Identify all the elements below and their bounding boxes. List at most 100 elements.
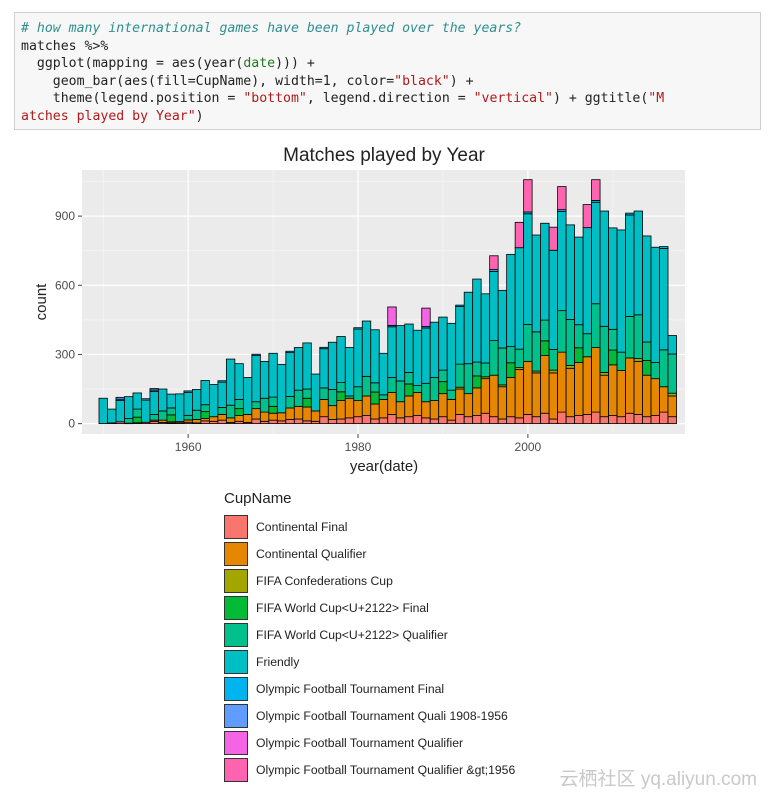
bar-segment [565,224,575,320]
bar-segment [557,186,567,211]
bar-segment [531,416,542,425]
bar-segment [395,417,406,425]
bar-segment [650,362,660,380]
bar-segment [217,381,227,408]
code-cell[interactable]: # how many international games have been… [14,12,761,130]
bar-segment [370,418,380,425]
bar-segment [404,323,414,373]
bar-segment [225,358,236,406]
bar-segment [608,227,618,330]
bar-segment [149,390,159,415]
code-line: atches played by Year") [21,108,754,126]
bar-segment [327,341,338,390]
bar-segment [268,412,278,421]
bar-segment [659,411,669,425]
bar-segment [183,390,193,393]
bar-segment [574,362,584,416]
bar-segment [599,372,609,376]
bar-segment [565,367,575,418]
bar-segment [497,347,508,386]
bar-segment [455,306,465,365]
bar-segment [633,358,643,362]
bar-segment [234,399,244,410]
code-line: # how many international games have been… [21,20,754,38]
bar-segment [463,416,474,425]
bar-segment [455,304,465,307]
y-tick-label: 0 [68,417,75,431]
bar-segment [438,381,448,395]
bar-segment [200,420,210,425]
bar-segment [506,362,516,378]
bar-segment [217,407,227,415]
bar-segment [285,407,295,420]
legend-swatch [224,595,248,620]
bar-segment [276,420,287,425]
code-token: "bottom" [243,91,307,107]
bar-segment [591,201,601,305]
y-tick-label: 300 [55,347,75,361]
code-line: theme(legend.position = "bottom", legend… [21,90,754,108]
bar-segment [234,408,244,416]
chart-title: Matches played by Year [283,145,485,166]
legend-swatch [224,731,248,756]
bar-segment [523,360,533,415]
bar-segment [370,391,380,405]
bar-segment [514,417,525,425]
bar-segment [574,415,584,425]
bar-segment [285,419,295,425]
bar-segment [404,372,414,385]
bar-segment [336,336,346,383]
bar-segment [412,415,423,425]
bar-segment [582,204,592,229]
bar-segment [480,362,491,378]
legend-swatch [224,541,248,566]
bar-segment [608,328,618,351]
bar-segment [192,389,202,411]
x-tick-label: 1960 [175,440,202,454]
bar-segment [548,372,559,420]
legend-label: FIFA Confederations Cup [256,573,393,588]
bar-segment [344,397,355,419]
legend-label: Continental Final [256,519,348,534]
code-token: matches %>% [21,38,109,54]
legend-swatch [224,622,248,647]
bar-segment [582,333,592,358]
legend-label: Olympic Football Tournament Final [256,682,445,697]
code-line: geom_bar(aes(fill=CupName), width=1, col… [21,73,754,91]
bar-segment [667,392,677,397]
bar-segment [149,388,159,391]
bar-segment [523,414,533,425]
bar-segment [183,414,193,421]
bar-segment [327,419,338,425]
bar-segment [310,373,321,412]
bar-segment [353,416,363,425]
bar-segment [557,211,567,312]
bar-segment [319,387,329,400]
bar-segment [175,393,185,422]
bar-segment [616,351,626,371]
bar-segment [472,375,482,389]
code-token: date [243,56,276,72]
bar-segment [514,221,525,249]
bar-segment [642,416,652,425]
bar-segment [650,378,660,416]
bar-layer [98,179,677,425]
legend-swatch [224,650,248,675]
bar-segment [659,246,669,249]
bar-segment [200,404,210,413]
bar-segment [225,417,236,423]
bar-segment [446,399,457,421]
legend-label: Olympic Football Tournament Qualifier &g… [256,763,516,778]
bar-segment [353,327,363,330]
bar-segment [132,392,142,410]
bar-segment [565,319,575,366]
bar-segment [489,340,499,376]
bar-segment [540,412,550,425]
code-token: geom_bar(aes(fill=CupName), width=1, col… [21,73,395,89]
bar-segment [208,416,219,422]
bar-segment [302,397,312,408]
legend-label: Continental Qualifier [256,546,367,561]
bar-segment [353,328,363,388]
bar-segment [438,416,448,425]
